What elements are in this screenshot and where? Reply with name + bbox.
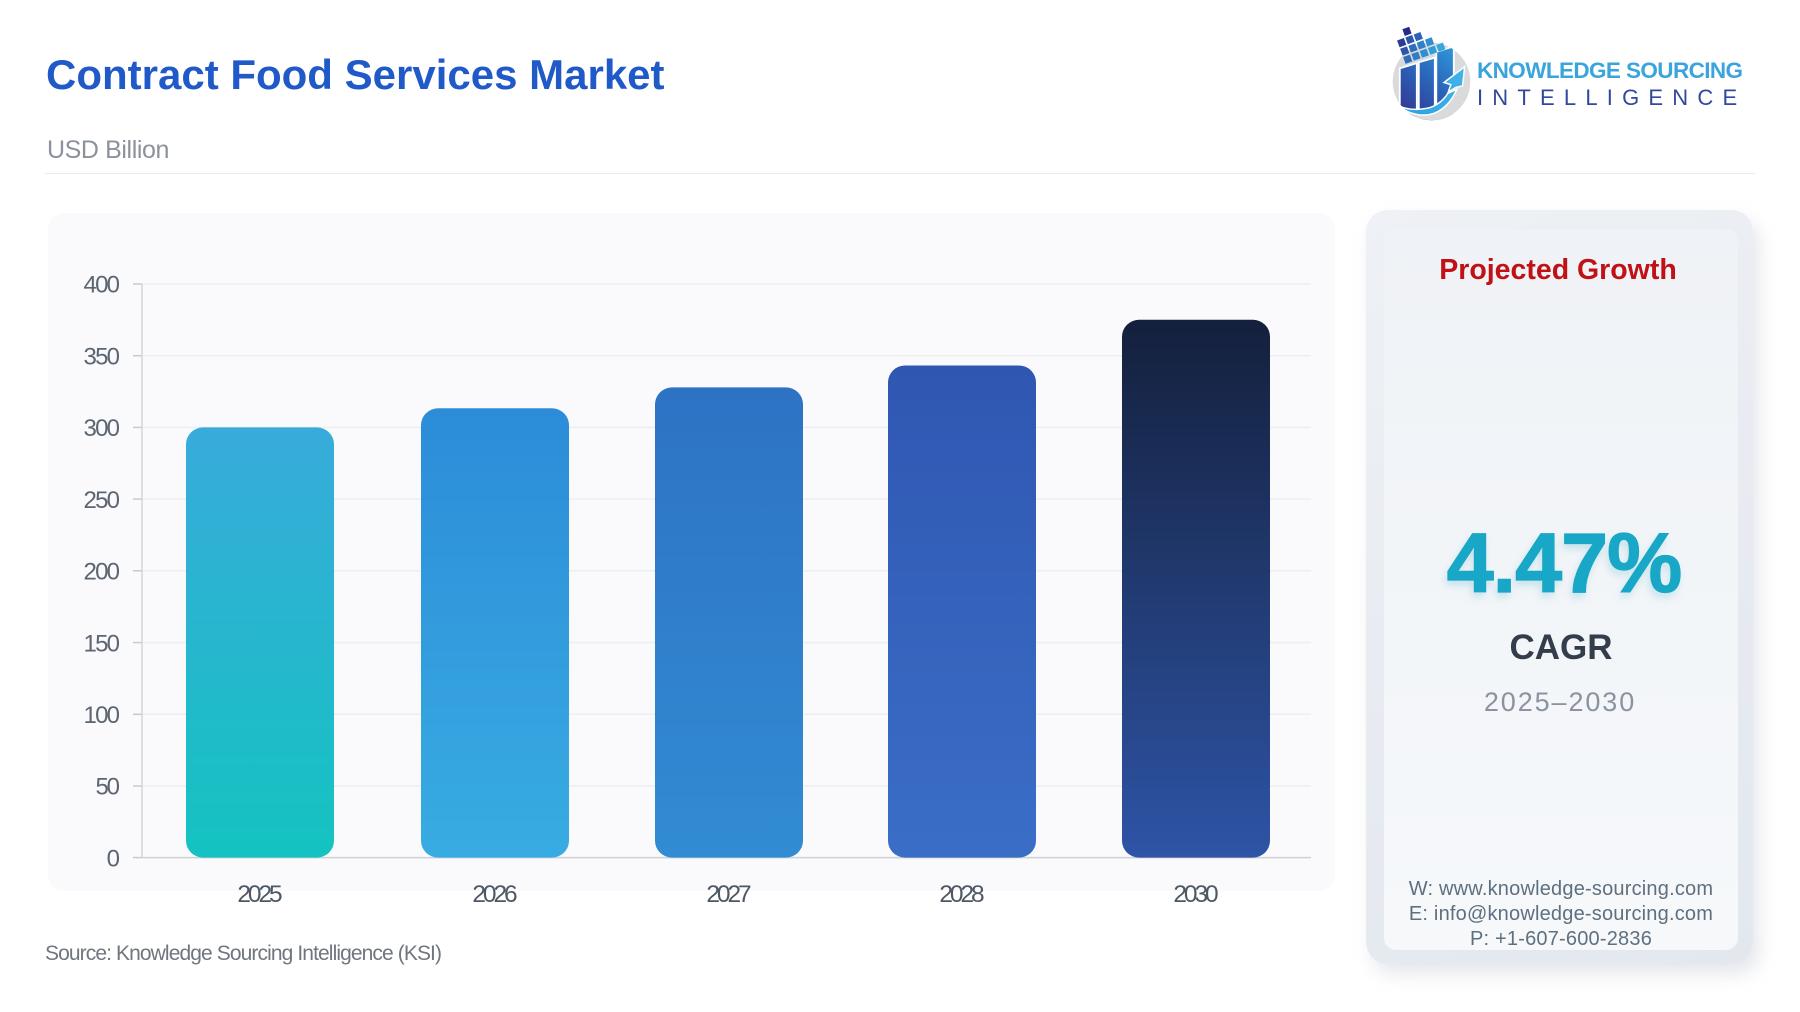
svg-text:300: 300	[84, 415, 121, 442]
svg-text:0: 0	[107, 845, 120, 872]
svg-text:2028: 2028	[939, 881, 984, 908]
svg-text:250: 250	[84, 487, 121, 514]
svg-text:350: 350	[84, 343, 121, 370]
svg-text:150: 150	[84, 630, 121, 657]
svg-text:400: 400	[84, 272, 121, 299]
svg-text:2025: 2025	[237, 881, 282, 908]
svg-text:100: 100	[84, 702, 121, 729]
svg-text:2026: 2026	[472, 881, 517, 908]
svg-text:50: 50	[96, 774, 121, 801]
svg-text:200: 200	[84, 559, 121, 586]
svg-text:2030: 2030	[1173, 881, 1218, 908]
svg-text:2027: 2027	[706, 881, 751, 908]
